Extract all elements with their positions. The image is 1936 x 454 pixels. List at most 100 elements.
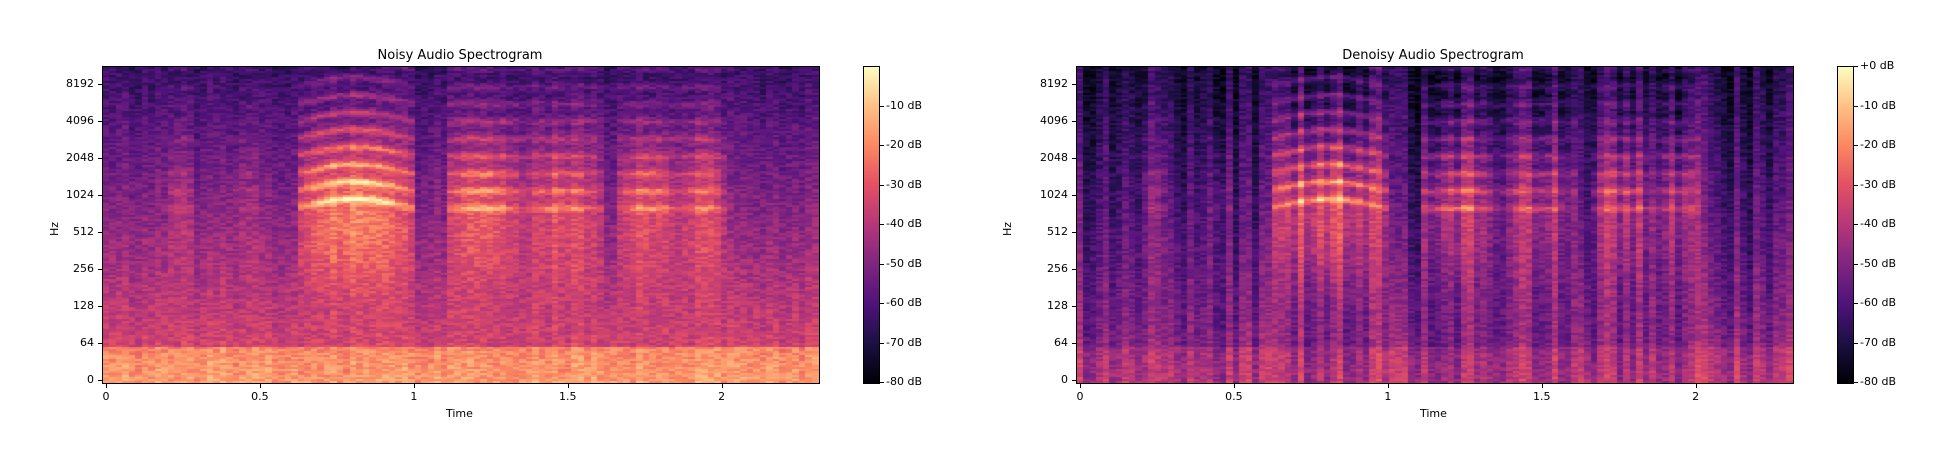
colorbar-tick-label: -30 dB xyxy=(886,177,922,191)
y-axis-label: Hz xyxy=(48,221,61,236)
colorbar-tick-mark xyxy=(1854,382,1858,383)
y-tick-mark xyxy=(1072,158,1076,159)
y-tick-label: 512 xyxy=(73,225,94,238)
colorbar-tick-mark xyxy=(880,382,884,383)
colorbar-tick-label: -50 dB xyxy=(886,256,922,270)
x-axis-label: Time xyxy=(446,407,473,420)
x-tick-label: 1 xyxy=(410,390,418,403)
spectrogram-heatmap xyxy=(103,67,819,383)
y-tick-label: 1024 xyxy=(1040,188,1068,201)
colorbar-tick-label: -10 dB xyxy=(886,98,922,112)
y-tick-label: 4096 xyxy=(66,114,94,127)
y-tick-label: 8192 xyxy=(1040,77,1068,90)
y-tick-mark xyxy=(1072,84,1076,85)
colorbar-gradient xyxy=(864,67,879,383)
y-tick-label: 8192 xyxy=(66,77,94,90)
y-tick-mark xyxy=(98,158,102,159)
y-tick-mark xyxy=(98,269,102,270)
spectrogram-plot xyxy=(1076,66,1794,384)
colorbar-tick-mark xyxy=(880,105,884,107)
colorbar-tick-mark xyxy=(880,184,884,186)
colorbar-tick-mark xyxy=(1854,66,1858,67)
y-tick-label: 64 xyxy=(80,336,94,349)
x-tick-mark xyxy=(259,384,261,388)
colorbar-gradient xyxy=(1838,67,1853,383)
x-tick-mark xyxy=(413,384,415,388)
y-tick-label: 256 xyxy=(73,262,94,275)
x-tick-label: 0.5 xyxy=(251,390,269,403)
colorbar-tick-label: -30 dB xyxy=(1860,177,1896,191)
colorbar-tick-mark xyxy=(880,342,884,344)
y-tick-label: 512 xyxy=(1047,225,1068,238)
chart-title: Noisy Audio Spectrogram xyxy=(377,48,543,63)
y-tick-mark xyxy=(1072,121,1076,122)
y-tick-mark xyxy=(98,84,102,85)
x-tick-mark xyxy=(1233,384,1235,388)
colorbar-tick-label: -60 dB xyxy=(886,296,922,309)
y-tick-mark xyxy=(1072,380,1076,381)
y-tick-label: 256 xyxy=(1047,262,1068,275)
colorbar-tick-mark xyxy=(1854,342,1858,344)
x-tick-label: 0 xyxy=(102,390,110,403)
y-tick-mark xyxy=(1072,269,1076,270)
colorbar-tick-label: +0 dB xyxy=(1860,59,1895,72)
x-tick-label: 1.5 xyxy=(1532,390,1551,403)
colorbar-tick-mark xyxy=(1854,145,1858,146)
x-tick-mark xyxy=(1387,384,1389,388)
colorbar-tick-label: -40 dB xyxy=(886,217,922,230)
colorbar-tick-mark xyxy=(880,224,884,225)
colorbar-tick-mark xyxy=(880,263,884,265)
colorbar-tick-label: -20 dB xyxy=(886,138,922,151)
y-tick-label: 0 xyxy=(87,373,94,386)
y-tick-mark xyxy=(98,306,102,307)
colorbar-tick-mark xyxy=(1854,184,1858,186)
x-axis-label: Time xyxy=(1420,407,1447,420)
y-tick-label: 1024 xyxy=(66,188,94,201)
y-tick-mark xyxy=(98,195,102,196)
x-tick-mark xyxy=(106,384,107,388)
y-tick-mark xyxy=(1072,306,1076,307)
y-tick-label: 4096 xyxy=(1040,114,1068,127)
colorbar-tick-label: -50 dB xyxy=(1860,256,1896,270)
x-tick-mark xyxy=(567,384,569,388)
y-tick-mark xyxy=(98,380,102,381)
colorbar-tick-mark xyxy=(1854,263,1858,265)
colorbar-tick-label: -70 dB xyxy=(886,335,922,349)
x-tick-label: 1.5 xyxy=(558,390,577,403)
colorbar-tick-label: -10 dB xyxy=(1860,98,1896,112)
y-tick-label: 64 xyxy=(1054,336,1068,349)
x-tick-label: 0.5 xyxy=(1225,390,1243,403)
colorbar-tick-label: -70 dB xyxy=(1860,335,1896,349)
chart-title: Denoisy Audio Spectrogram xyxy=(1342,48,1524,63)
y-tick-mark xyxy=(98,343,102,344)
colorbar-tick-label: -60 dB xyxy=(1860,296,1896,309)
y-tick-label: 2048 xyxy=(1040,151,1068,164)
x-tick-label: 0 xyxy=(1076,390,1084,403)
colorbar-tick-mark xyxy=(1854,303,1858,304)
spectrogram-heatmap xyxy=(1077,67,1793,383)
y-tick-mark xyxy=(98,121,102,122)
x-tick-mark xyxy=(1695,384,1697,388)
y-tick-label: 0 xyxy=(1061,373,1068,386)
colorbar xyxy=(863,66,880,384)
colorbar-tick-mark xyxy=(1854,105,1858,107)
colorbar-tick-mark xyxy=(880,145,884,146)
x-tick-mark xyxy=(1541,384,1543,388)
y-tick-label: 128 xyxy=(73,299,94,312)
y-tick-mark xyxy=(1072,232,1076,233)
y-tick-label: 2048 xyxy=(66,151,94,164)
colorbar xyxy=(1837,66,1854,384)
x-tick-label: 1 xyxy=(1384,390,1392,403)
colorbar-tick-label: -20 dB xyxy=(1860,138,1896,151)
x-tick-mark xyxy=(1080,384,1081,388)
colorbar-tick-label: -80 dB xyxy=(1860,375,1896,388)
x-tick-mark xyxy=(721,384,723,388)
y-axis-label: Hz xyxy=(1001,221,1014,236)
x-tick-label: 2 xyxy=(1692,390,1700,403)
colorbar-tick-label: -80 dB xyxy=(886,375,922,388)
colorbar-tick-label: -40 dB xyxy=(1860,217,1896,230)
colorbar-tick-mark xyxy=(1854,224,1858,225)
y-tick-mark xyxy=(98,232,102,233)
spectrogram-plot xyxy=(102,66,820,384)
